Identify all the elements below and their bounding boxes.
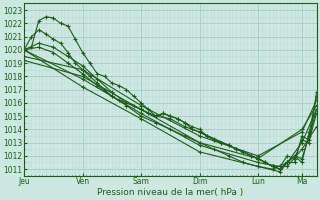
X-axis label: Pression niveau de la mer( hPa ): Pression niveau de la mer( hPa ) bbox=[97, 188, 244, 197]
